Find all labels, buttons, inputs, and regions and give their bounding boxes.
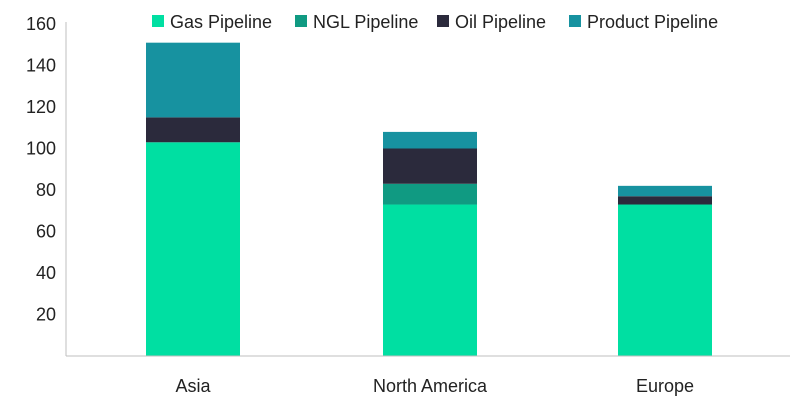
bar-segment-product-pipeline-north-america [383,131,477,149]
legend-label: Product Pipeline [587,12,718,32]
bar-segment-ngl-pipeline-north-america [383,183,477,205]
legend-label: Oil Pipeline [455,12,546,32]
y-tick-label: 120 [26,97,56,117]
legend-swatch [569,15,581,27]
y-tick-label: 40 [36,263,56,283]
bar-segment-oil-pipeline-asia [146,117,240,143]
bar-segment-product-pipeline-europe [618,185,712,197]
bar-segment-oil-pipeline-north-america [383,148,477,184]
legend-label: NGL Pipeline [313,12,418,32]
x-category-label: North America [373,376,488,396]
legend-swatch [152,15,164,27]
x-category-label: Europe [636,376,694,396]
y-tick-label: 80 [36,180,56,200]
y-tick-label: 160 [26,14,56,34]
y-tick-label: 60 [36,222,56,242]
bar-segment-gas-pipeline-north-america [383,204,477,356]
legend-label: Gas Pipeline [170,12,272,32]
legend-swatch [437,15,449,27]
legend: Gas Pipeline NGL Pipeline Oil Pipeline Prod… [152,12,718,32]
y-tick-label: 100 [26,139,56,159]
y-tick-label: 140 [26,56,56,76]
bar-segment-oil-pipeline-europe [618,196,712,205]
bar-segment-gas-pipeline-europe [618,204,712,356]
legend-swatch [295,15,307,27]
x-axis: Asia North America Europe [66,355,790,396]
y-tick-label: 20 [36,305,56,325]
bar-segment-product-pipeline-asia [146,42,240,118]
y-axis: 20 40 60 80 100 120 140 160 [26,14,67,356]
bar-segment-gas-pipeline-asia [146,142,240,356]
x-category-label: Asia [175,376,211,396]
bars [146,42,712,356]
